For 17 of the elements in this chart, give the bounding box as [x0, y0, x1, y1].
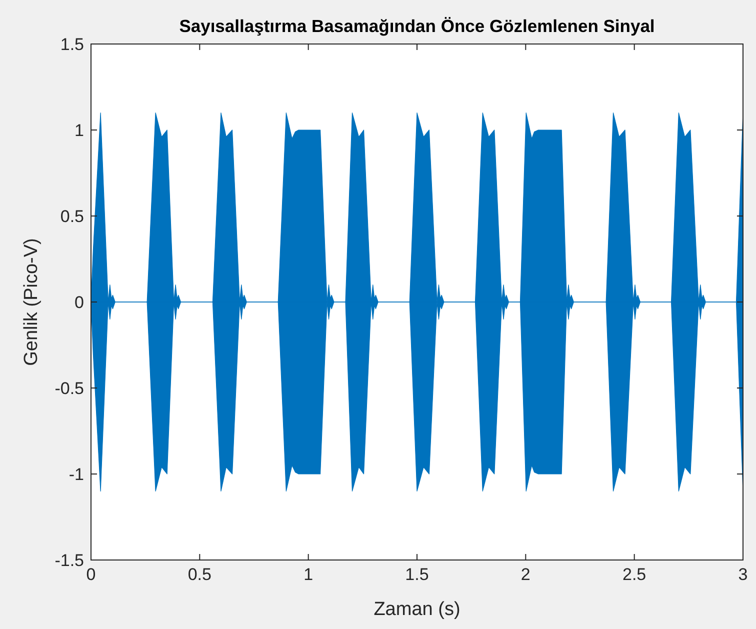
x-tick-label: 2 [520, 565, 530, 584]
x-tick-label: 1.5 [405, 565, 429, 584]
y-tick-label: 0 [74, 292, 84, 312]
chart-title: Sayısallaştırma Basamağından Önce Gözlemlenen Sinyal [179, 16, 655, 36]
y-tick-label: -1 [68, 464, 84, 484]
x-axis-title: Zaman (s) [374, 599, 460, 620]
y-tick-label: 0.5 [60, 206, 84, 226]
x-tick-label: 3 [738, 565, 748, 584]
x-tick-label: 1 [304, 565, 314, 584]
y-tick-label: -0.5 [54, 378, 84, 398]
y-tick-label: 1 [74, 120, 84, 140]
x-tick-label: 2.5 [622, 565, 646, 584]
y-tick-label: -1.5 [54, 550, 84, 570]
x-tick-label: 0 [86, 565, 96, 584]
y-axis-title: Genlik (Pico-V) [21, 238, 42, 366]
x-tick-label: 0.5 [188, 565, 212, 584]
y-tick-label: 1.5 [60, 34, 84, 54]
